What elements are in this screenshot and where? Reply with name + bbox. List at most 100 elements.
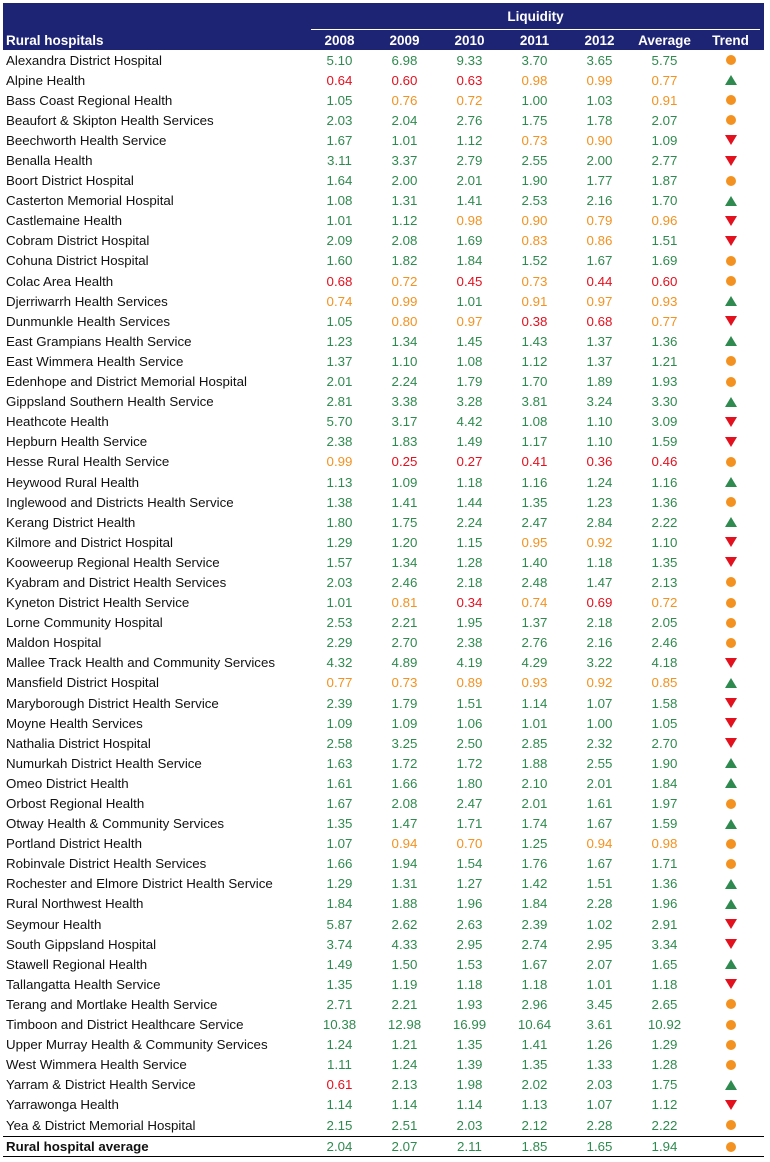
value-cell-average: 1.59 bbox=[651, 816, 678, 832]
table-row: Mansfield District Hospital 0.77 0.73 0.89 0… bbox=[3, 673, 764, 693]
hospital-name: Colac Area Health bbox=[6, 273, 114, 289]
trend-cell bbox=[697, 497, 764, 508]
value-cell-average: 1.05 bbox=[651, 715, 678, 731]
trend-down-icon bbox=[724, 1099, 737, 1110]
value-cell-2008: 2.01 bbox=[326, 374, 353, 390]
value-cell-2011: 1.12 bbox=[521, 353, 548, 369]
trend-down-icon bbox=[724, 436, 737, 447]
value-cell-2011: 1.43 bbox=[521, 333, 548, 349]
value-cell-2011: 1.14 bbox=[521, 695, 548, 711]
hospital-name: Yea & District Memorial Hospital bbox=[6, 1117, 196, 1133]
trend-steady-icon bbox=[725, 1039, 736, 1050]
value-cell-2010: 1.08 bbox=[456, 353, 483, 369]
trend-cell bbox=[697, 55, 764, 66]
trend-cell bbox=[697, 838, 764, 849]
value-cell-2010: 1.39 bbox=[456, 1057, 483, 1073]
value-cell-2008: 2.09 bbox=[326, 233, 353, 249]
hospital-name: East Grampians Health Service bbox=[6, 333, 192, 349]
trend-up-icon bbox=[724, 517, 737, 528]
value-cell-average: 0.96 bbox=[651, 213, 678, 229]
trend-steady-icon bbox=[725, 858, 736, 869]
value-cell-average: 1.36 bbox=[651, 494, 678, 510]
table-row: Beaufort & Skipton Health Services 2.03 2.… bbox=[3, 110, 764, 130]
value-cell-2008: 1.14 bbox=[326, 1097, 353, 1113]
value-cell-average: 2.22 bbox=[651, 514, 678, 530]
table-row: Colac Area Health 0.68 0.72 0.45 0.73 0.44 0.6… bbox=[3, 271, 764, 291]
value-cell-2010: 1.28 bbox=[456, 554, 483, 570]
value-cell-2010: 2.79 bbox=[456, 153, 483, 169]
value-cell-2012: 1.02 bbox=[586, 916, 613, 932]
value-cell-average: 1.16 bbox=[651, 474, 678, 490]
table-row: Kilmore and District Hospital 1.29 1.20 1.1… bbox=[3, 532, 764, 552]
table-row: Mallee Track Health and Community Servic… bbox=[3, 653, 764, 673]
table-row: Castlemaine Health 1.01 1.12 0.98 0.90 0.79 0.… bbox=[3, 211, 764, 231]
trend-up-icon bbox=[724, 959, 737, 970]
value-cell-average: 1.28 bbox=[651, 1057, 678, 1073]
trend-up-icon bbox=[724, 477, 737, 488]
value-cell-2010: 9.33 bbox=[456, 52, 483, 68]
value-cell-2009: 0.72 bbox=[391, 273, 418, 289]
value-cell-2011: 1.42 bbox=[521, 876, 548, 892]
value-cell-2008: 0.64 bbox=[326, 72, 353, 88]
value-cell-2009: 2.51 bbox=[391, 1117, 418, 1133]
value-cell-average: 0.77 bbox=[651, 313, 678, 329]
value-cell-2009: 1.72 bbox=[391, 755, 418, 771]
value-cell-2009: 2.21 bbox=[391, 615, 418, 631]
value-cell-2011: 1.01 bbox=[521, 715, 548, 731]
trend-cell bbox=[697, 115, 764, 126]
value-cell-2010: 1.18 bbox=[456, 976, 483, 992]
value-cell-2011: 0.95 bbox=[521, 534, 548, 550]
value-cell-2012: 3.22 bbox=[586, 655, 613, 671]
table-row: Kooweerup Regional Health Service 1.57 1.3… bbox=[3, 552, 764, 572]
value-cell-2011: 2.47 bbox=[521, 514, 548, 530]
value-cell-2008: 1.01 bbox=[326, 595, 353, 611]
hospital-name: Seymour Health bbox=[6, 916, 102, 932]
trend-cell bbox=[697, 416, 764, 427]
value-cell-2010: 2.11 bbox=[457, 1139, 482, 1155]
value-cell-2008: 2.29 bbox=[326, 635, 353, 651]
table-row: Gippsland Southern Health Service 2.81 3.3… bbox=[3, 392, 764, 412]
col-header-2012: 2012 bbox=[584, 32, 615, 48]
value-cell-2012: 2.16 bbox=[586, 635, 613, 651]
trend-cell bbox=[697, 135, 764, 146]
value-cell-2009: 6.98 bbox=[391, 52, 418, 68]
value-cell-2012: 1.03 bbox=[586, 92, 613, 108]
hospital-name: Maryborough District Health Service bbox=[6, 695, 219, 711]
value-cell-average: 1.51 bbox=[651, 233, 678, 249]
trend-cell bbox=[697, 316, 764, 327]
value-cell-2012: 1.00 bbox=[586, 715, 613, 731]
trend-down-icon bbox=[724, 657, 737, 668]
value-cell-2008: 4.32 bbox=[326, 655, 353, 671]
table-row: Kyneton District Health Service 1.01 0.81 0… bbox=[3, 593, 764, 613]
trend-down-icon bbox=[724, 979, 737, 990]
trend-cell bbox=[697, 557, 764, 568]
value-cell-2011: 1.35 bbox=[521, 1057, 548, 1073]
value-cell-2009: 0.25 bbox=[391, 454, 418, 470]
trend-cell bbox=[697, 95, 764, 106]
value-cell-2009: 1.20 bbox=[391, 534, 418, 550]
value-cell-2011: 2.39 bbox=[521, 916, 548, 932]
value-cell-2012: 2.00 bbox=[586, 153, 613, 169]
hospital-name: Castlemaine Health bbox=[6, 213, 123, 229]
value-cell-average: 1.84 bbox=[651, 775, 678, 791]
trend-steady-icon bbox=[725, 356, 736, 367]
value-cell-2009: 0.76 bbox=[391, 92, 418, 108]
value-cell-2009: 1.47 bbox=[391, 816, 418, 832]
value-cell-2011: 0.74 bbox=[521, 595, 548, 611]
trend-cell bbox=[697, 255, 764, 266]
trend-up-icon bbox=[724, 758, 737, 769]
value-cell-2012: 3.45 bbox=[586, 996, 613, 1012]
value-cell-2010: 2.24 bbox=[456, 514, 483, 530]
value-cell-2008: 2.04 bbox=[326, 1139, 353, 1155]
value-cell-2011: 1.90 bbox=[521, 173, 548, 189]
value-cell-2010: 1.18 bbox=[456, 474, 483, 490]
hospital-name: Moyne Health Services bbox=[6, 715, 143, 731]
value-cell-2010: 0.72 bbox=[456, 92, 483, 108]
value-cell-2011: 1.40 bbox=[521, 554, 548, 570]
value-cell-average: 2.22 bbox=[651, 1117, 678, 1133]
table-row: Hesse Rural Health Service 0.99 0.25 0.27 0.… bbox=[3, 452, 764, 472]
trend-down-icon bbox=[724, 919, 737, 930]
value-cell-2008: 1.23 bbox=[326, 333, 353, 349]
hospital-name: Mallee Track Health and Community Servic… bbox=[6, 655, 275, 671]
value-cell-2009: 2.07 bbox=[391, 1139, 418, 1155]
